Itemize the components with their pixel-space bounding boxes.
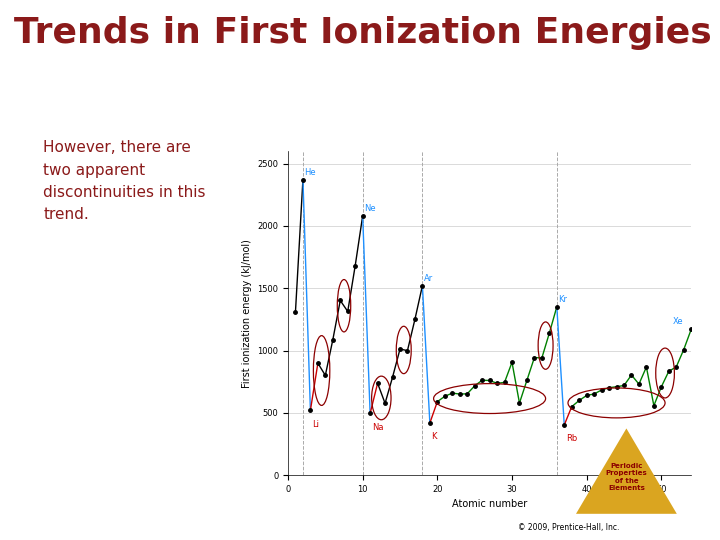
Polygon shape bbox=[576, 428, 677, 514]
X-axis label: Atomic number: Atomic number bbox=[452, 500, 527, 509]
Text: Na: Na bbox=[372, 423, 383, 431]
Text: He: He bbox=[305, 167, 316, 177]
Text: Ar: Ar bbox=[424, 274, 433, 282]
Text: Trends in First Ionization Energies: Trends in First Ionization Energies bbox=[14, 16, 712, 50]
Text: Rb: Rb bbox=[566, 434, 577, 443]
Text: However, there are
two apparent
discontinuities in this
trend.: However, there are two apparent disconti… bbox=[43, 140, 206, 222]
Text: K: K bbox=[431, 432, 437, 441]
Text: Xe: Xe bbox=[672, 318, 683, 326]
Text: Kr: Kr bbox=[558, 295, 567, 304]
Text: Ne: Ne bbox=[364, 204, 376, 213]
Text: Li: Li bbox=[312, 420, 319, 429]
Text: © 2009, Prentice-Hall, Inc.: © 2009, Prentice-Hall, Inc. bbox=[518, 523, 620, 532]
Text: Periodic
Properties
of the
Elements: Periodic Properties of the Elements bbox=[606, 463, 647, 491]
Y-axis label: First ionization energy (kJ/mol): First ionization energy (kJ/mol) bbox=[242, 239, 252, 388]
